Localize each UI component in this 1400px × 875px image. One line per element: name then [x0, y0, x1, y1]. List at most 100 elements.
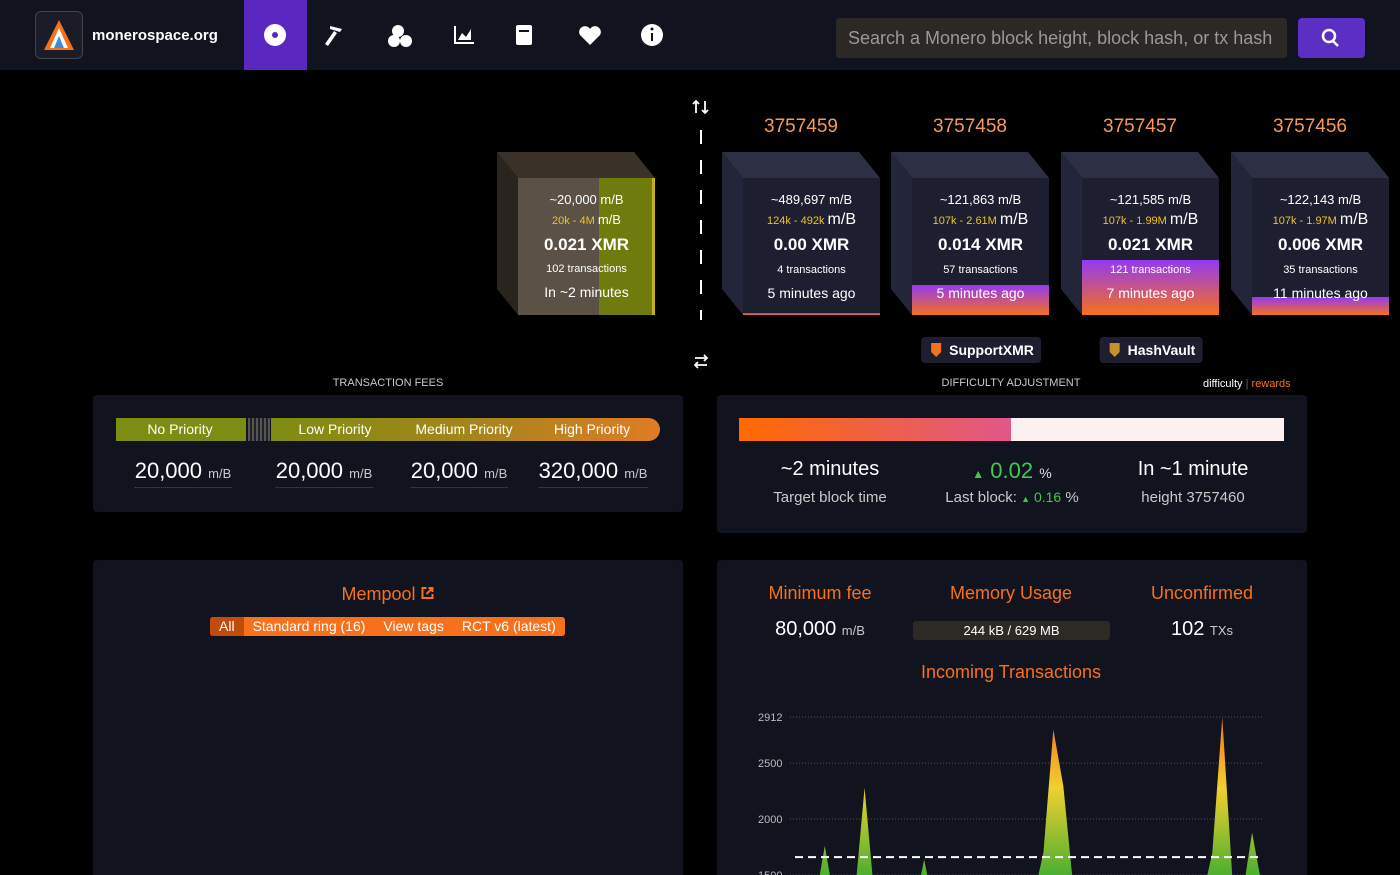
logo[interactable] [35, 11, 83, 59]
incoming-area [819, 717, 1260, 875]
block-height: 3757459 [764, 116, 838, 137]
search-input[interactable]: Search a Monero block height, block hash… [836, 18, 1287, 58]
unit: m/B [999, 211, 1029, 228]
range: 107k - 2.61M m/B [912, 211, 1049, 229]
fee: ~122,143 m/B [1252, 192, 1389, 207]
unit: m/B [1339, 211, 1369, 228]
total: 0.021 XMR [543, 235, 630, 254]
block[interactable]: ~489,697 m/B 124k - 492k m/B 0.00 XMR 4 tra… [722, 152, 880, 315]
pool-name: SupportXMR [949, 342, 1034, 358]
search-button[interactable] [1298, 18, 1365, 58]
fees-title: TRANSACTION FEES [332, 377, 444, 389]
tx-count: 121 transactions [1110, 264, 1191, 276]
block-height: 3757456 [1273, 116, 1347, 137]
mempool-block[interactable]: ~20,000 m/B 20k - 4M m/B 0.021 XMR 102 t… [497, 152, 655, 315]
difficulty-title: DIFFICULTY ADJUSTMENT [941, 377, 1081, 389]
value: 102 [1170, 618, 1205, 640]
filter[interactable]: Standard ring (16) [252, 618, 366, 634]
mempool-title[interactable]: Mempool [341, 584, 434, 605]
y-tick-label: 2500 [758, 758, 782, 770]
memory-bar: 244 kB / 629 MB [913, 621, 1110, 640]
percent: % [1065, 489, 1079, 506]
value: 0.02 [990, 458, 1034, 483]
fill [743, 313, 880, 315]
divider [692, 99, 709, 369]
value: 107k - 2.61M [932, 215, 997, 227]
memory-label: Memory Usage [949, 583, 1073, 603]
filter[interactable]: View tags [383, 618, 444, 634]
next: In ~1 minute [1137, 458, 1249, 480]
link[interactable]: rewards [1251, 378, 1291, 390]
total: 0.014 XMR [937, 235, 1024, 254]
priority-bar [271, 418, 660, 441]
time: 7 minutes ago [1106, 285, 1195, 301]
unit: m/B [827, 211, 856, 228]
filter-bar: All Standard ring (16) View tags RCT v6 (la… [210, 617, 565, 636]
priority-label: High Priority [553, 421, 631, 437]
value: 0.16 [1033, 489, 1062, 505]
site-name[interactable]: monerospace.org [92, 27, 218, 44]
title: Mempool [341, 584, 416, 604]
tx-count: 57 transactions [943, 264, 1018, 276]
y-tick-label: 2000 [758, 814, 782, 826]
min-fee-label: Minimum fee [768, 583, 872, 603]
block-face: ~121,863 m/B 107k - 2.61M m/B 0.014 XMR 57 … [912, 178, 1049, 315]
link[interactable]: difficulty [1203, 378, 1243, 390]
priority-label: No Priority [147, 421, 213, 437]
y-tick-label: 1500 [758, 870, 782, 875]
value: ~121,585 [1109, 192, 1165, 207]
unconfirmed: 102 TXs [1171, 618, 1233, 641]
unit: m/B [600, 192, 624, 207]
total: 0.00 XMR [773, 235, 850, 254]
priority-gap [248, 418, 270, 441]
value: 124k - 492k [767, 215, 825, 227]
block[interactable]: ~121,585 m/B 107k - 1.99M m/B 0.021 XMR 121… [1061, 152, 1219, 315]
block-face: ~489,697 m/B 124k - 492k m/B 0.00 XMR 4 tra… [743, 178, 880, 315]
unit: m/B [484, 466, 508, 481]
pool-badge[interactable]: SupportXMR [921, 337, 1041, 363]
value: 80,000 [775, 618, 837, 640]
filter[interactable]: RCT v6 (latest) [461, 618, 556, 634]
unit: m/B [597, 212, 621, 227]
last-change: Last block: ▲ 0.16 % [945, 489, 1079, 506]
fee-value: 320,000 m/B [538, 458, 648, 488]
filter[interactable]: All [210, 617, 244, 636]
unit: m/B [1168, 192, 1192, 207]
unit: m/B [841, 623, 865, 638]
pool-name: HashVault [1127, 342, 1196, 358]
block-time-label: Target block time [773, 489, 887, 506]
block[interactable]: ~122,143 m/B 107k - 1.97M m/B 0.006 XMR 35 … [1231, 152, 1389, 315]
unconfirmed-label: Unconfirmed [1150, 583, 1254, 603]
pool-badge[interactable]: HashVault [1099, 337, 1203, 363]
unit: m/B [349, 466, 373, 481]
unit: m/B [624, 466, 648, 481]
fee-value: 20,000 m/B [275, 458, 373, 488]
block-height: 3757457 [1103, 116, 1177, 137]
percent: % [1039, 465, 1052, 481]
value: 20,000 [275, 458, 344, 483]
value: 20,000 [134, 458, 203, 483]
time: In ~2 minutes [544, 284, 629, 300]
change: ▲ 0.02 % [972, 458, 1052, 483]
value: 320,000 [538, 458, 619, 483]
value: 107k - 1.99M [1102, 215, 1167, 227]
fill [912, 285, 1049, 315]
nav-icons[interactable] [244, 0, 684, 70]
priority-label: Low Priority [298, 421, 372, 437]
value: 20,000 [410, 458, 479, 483]
total: 0.006 XMR [1277, 235, 1364, 254]
range: 107k - 1.97M m/B [1252, 211, 1389, 229]
fee: ~121,585 m/B [1082, 192, 1219, 207]
mempool-card [93, 560, 683, 875]
value: ~122,143 [1279, 192, 1335, 207]
fee: ~20,000 [549, 192, 597, 207]
range: 107k - 1.99M m/B [1082, 211, 1219, 229]
unit: m/B [1169, 211, 1199, 228]
fee: ~121,863 m/B [912, 192, 1049, 207]
next-height: height 3757460 [1141, 489, 1245, 506]
block[interactable]: ~121,863 m/B 107k - 2.61M m/B 0.014 XMR 57 … [891, 152, 1049, 315]
min-fee: 80,000 m/B [775, 618, 865, 641]
time: 5 minutes ago [767, 285, 856, 301]
